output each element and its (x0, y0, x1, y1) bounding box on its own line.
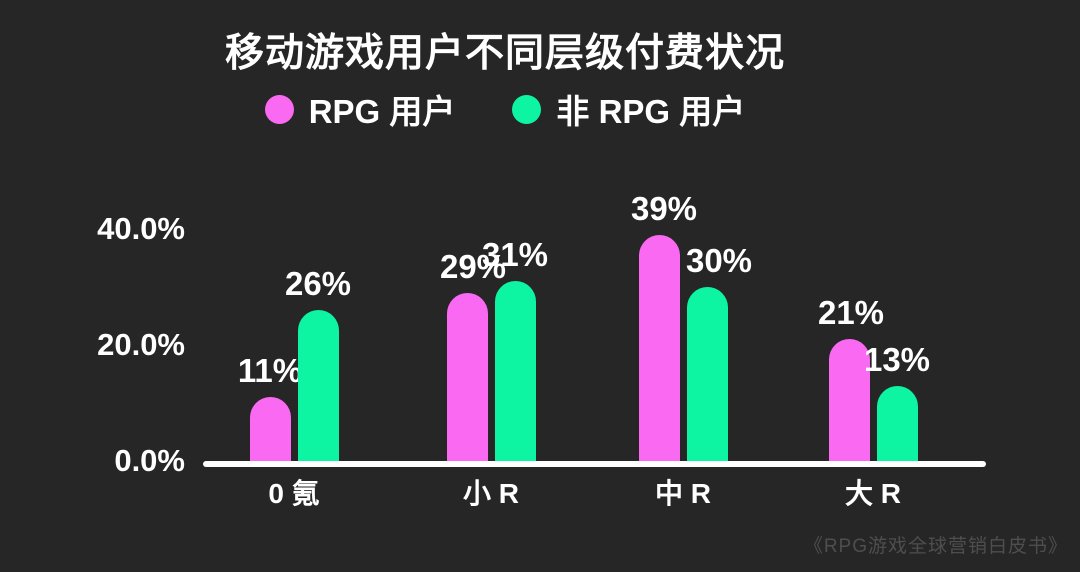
bar-value-label-non-rpg-mid-r: 30% (685, 242, 753, 279)
bar-value-label-non-rpg-big-r: 13% (863, 341, 931, 378)
bar-value-label-rpg-big-r: 21% (817, 294, 885, 331)
legend-swatch-rpg-icon (264, 94, 294, 124)
bar-non-rpg-big-r (876, 386, 918, 461)
x-category-label-mid-r: 中 R (654, 478, 711, 509)
legend-item-rpg: RPG 用户 (264, 85, 456, 133)
legend-item-non-rpg: 非 RPG 用户 (512, 85, 745, 133)
bar-non-rpg-mid-r (686, 287, 728, 461)
legend-swatch-non-rpg-icon (512, 94, 542, 124)
x-category-label-0kr: 0 氪 (268, 478, 320, 509)
bar-value-label-rpg-0kr: 11% (237, 352, 303, 389)
y-tick-label-40: 40.0% (97, 211, 185, 246)
chart-title: 移动游戏用户不同层级付费状况 (224, 32, 785, 75)
bar-rpg-0kr (249, 397, 291, 461)
bar-rpg-small-r (446, 293, 488, 461)
legend-label-rpg: RPG 用户 (308, 93, 456, 130)
y-tick-label-0: 0.0% (114, 443, 185, 478)
bar-value-label-non-rpg-small-r: 31% (481, 236, 549, 273)
bar-value-label-rpg-mid-r: 39% (630, 190, 698, 227)
bar-rpg-mid-r (638, 235, 680, 461)
source-caption: 《RPG游戏全球营销白皮书》 (803, 536, 1068, 557)
x-category-label-small-r: 小 R (462, 478, 519, 509)
x-axis-line (203, 461, 986, 467)
bar-non-rpg-small-r (494, 281, 536, 461)
bar-rpg-big-r (828, 339, 870, 461)
bar-value-label-non-rpg-0kr: 26% (284, 265, 352, 302)
legend-label-non-rpg: 非 RPG 用户 (556, 93, 746, 130)
bar-non-rpg-0kr (297, 310, 339, 461)
x-category-label-big-r: 大 R (844, 478, 901, 509)
legend: RPG 用户 非 RPG 用户 (0, 88, 1010, 130)
bar-value-label-rpg-small-r: 29% (439, 248, 507, 285)
y-tick-label-20: 20.0% (97, 327, 185, 362)
